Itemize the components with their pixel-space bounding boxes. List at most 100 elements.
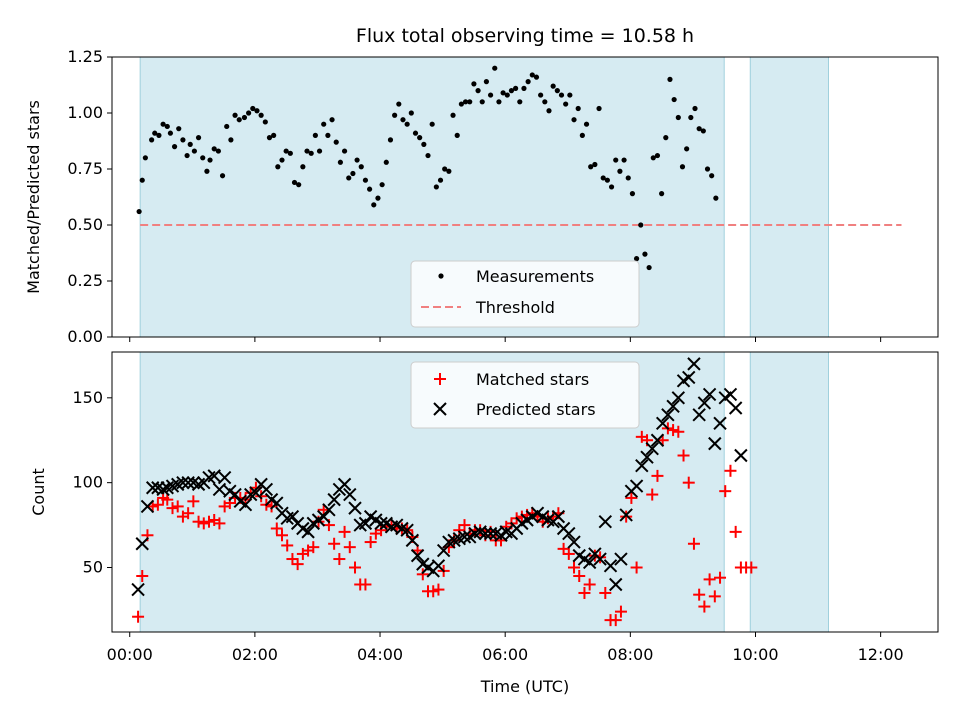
measurement-point bbox=[533, 74, 540, 80]
matched-point bbox=[291, 558, 304, 571]
measurement-point bbox=[592, 161, 598, 168]
matched-point bbox=[427, 585, 440, 598]
measurement-point bbox=[429, 121, 435, 127]
predicted-point bbox=[140, 499, 155, 514]
measurement-point bbox=[262, 119, 268, 125]
predicted-point bbox=[562, 526, 576, 541]
measurement-point bbox=[271, 132, 277, 138]
y-tick-label: 100 bbox=[72, 473, 103, 492]
measurement-point bbox=[571, 117, 577, 123]
predicted-point bbox=[348, 501, 362, 515]
measurement-point bbox=[246, 110, 252, 116]
matched-point bbox=[630, 561, 643, 574]
measurement-point bbox=[383, 159, 389, 165]
measurement-point bbox=[504, 92, 510, 98]
matched-point bbox=[588, 549, 601, 562]
measurement-point bbox=[354, 157, 360, 163]
predicted-point bbox=[343, 487, 357, 502]
measurement-point bbox=[304, 148, 310, 154]
y-tick-label: 1.00 bbox=[67, 103, 103, 122]
measurement-point bbox=[341, 148, 348, 154]
top-y-ticks: 0.00 0.25 0.50 0.75 1.00 1.25 bbox=[67, 47, 112, 346]
matched-point bbox=[687, 537, 700, 550]
matched-point bbox=[275, 529, 288, 542]
predicted-point bbox=[238, 498, 253, 512]
shaded-interval-2 bbox=[749, 56, 829, 338]
predicted-point bbox=[650, 433, 665, 447]
measurements-series bbox=[136, 65, 719, 271]
measurement-point bbox=[139, 177, 145, 183]
measurement-point bbox=[337, 159, 344, 165]
predicted-point bbox=[551, 509, 566, 524]
measurement-point bbox=[663, 135, 669, 141]
matched-point bbox=[328, 537, 341, 550]
measurement-point bbox=[287, 150, 293, 156]
measurement-point bbox=[350, 170, 356, 177]
matched-point bbox=[698, 600, 711, 613]
measurement-point bbox=[283, 148, 289, 154]
measurement-point bbox=[224, 123, 230, 130]
measurement-point bbox=[500, 90, 506, 96]
matched-point bbox=[338, 525, 351, 538]
matched-point bbox=[667, 424, 680, 437]
predicted-point bbox=[603, 559, 618, 573]
predicted-point bbox=[635, 458, 649, 473]
measurement-point bbox=[625, 175, 631, 181]
top-panel: 0.00 0.25 0.50 0.75 1.00 1.25 Matched/Predict… bbox=[24, 47, 939, 346]
measurement-point bbox=[308, 150, 314, 156]
predicted-point bbox=[176, 475, 190, 490]
predicted-point bbox=[181, 475, 195, 490]
measurement-point bbox=[254, 108, 260, 114]
matched-point bbox=[359, 578, 372, 591]
matched-point bbox=[187, 495, 200, 508]
measurement-point bbox=[667, 76, 673, 82]
measurement-point bbox=[638, 222, 644, 228]
measurement-point bbox=[184, 152, 190, 159]
matched-point bbox=[568, 561, 581, 574]
matched-point bbox=[281, 539, 294, 552]
bottom-x-ticks: 00:00 02:00 04:00 06:00 08:00 10:00 12:00 bbox=[107, 632, 904, 664]
predicted-point bbox=[212, 482, 227, 497]
predicted-point bbox=[708, 436, 722, 451]
measurement-point bbox=[204, 168, 210, 174]
predicted-point bbox=[259, 482, 274, 497]
measurement-point bbox=[421, 141, 427, 147]
predicted-point bbox=[374, 516, 388, 531]
x-tick-label: 04:00 bbox=[357, 645, 403, 664]
matched-point bbox=[197, 517, 210, 530]
x-tick-label: 00:00 bbox=[107, 645, 153, 664]
measurement-point bbox=[513, 85, 519, 91]
measurement-point bbox=[650, 155, 656, 161]
measurement-point bbox=[567, 92, 573, 98]
matched-point bbox=[416, 568, 429, 581]
measurement-point bbox=[479, 99, 485, 105]
bottom-panel: 50 100 150 00:00 02:00 04:00 06:00 08:00 10:00 1… bbox=[29, 351, 939, 696]
measurement-point bbox=[700, 128, 706, 134]
measurement-point bbox=[538, 92, 544, 98]
y-tick-label: 0.75 bbox=[67, 159, 103, 178]
matched-point bbox=[132, 610, 145, 623]
measurement-point bbox=[475, 88, 481, 94]
measurement-point bbox=[387, 137, 394, 143]
predicted-point bbox=[285, 509, 300, 524]
measurement-point bbox=[215, 148, 221, 154]
measurement-point bbox=[392, 112, 398, 118]
predicted-point bbox=[723, 387, 738, 402]
matched-point bbox=[573, 570, 586, 582]
measurement-point bbox=[659, 191, 665, 197]
y-tick-label: 1.25 bbox=[67, 47, 103, 66]
measurement-point bbox=[312, 132, 318, 138]
matched-point bbox=[714, 571, 727, 584]
matched-point bbox=[578, 586, 591, 599]
measurement-point bbox=[321, 121, 327, 127]
measurement-point bbox=[379, 182, 385, 188]
matched-point bbox=[182, 507, 195, 520]
measurement-point bbox=[454, 132, 460, 138]
bottom-legend-box bbox=[410, 361, 640, 429]
measurement-point bbox=[258, 112, 264, 118]
measurement-point bbox=[329, 117, 335, 123]
predicted-point bbox=[593, 552, 607, 566]
matched-point bbox=[192, 515, 205, 528]
measurement-point bbox=[375, 195, 381, 201]
matched-point bbox=[136, 570, 149, 582]
